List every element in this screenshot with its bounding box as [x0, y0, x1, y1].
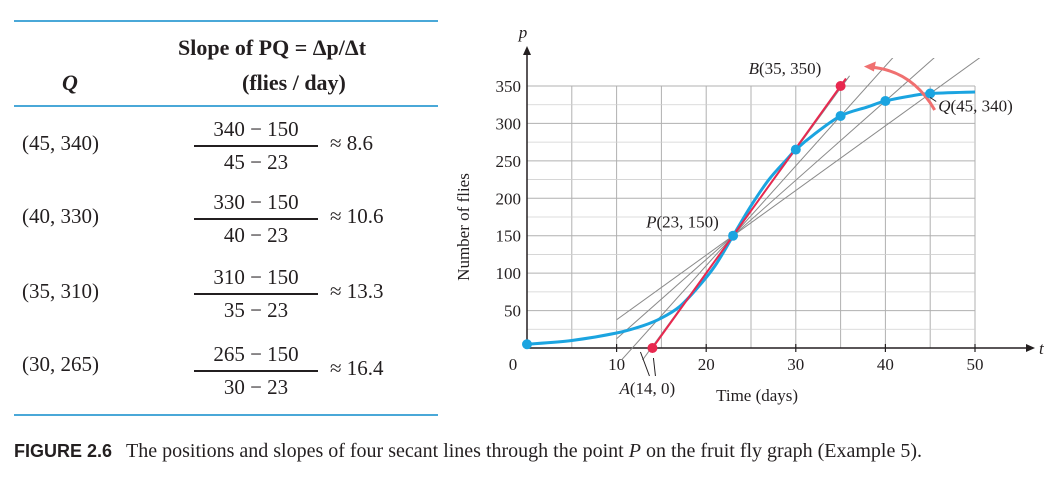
- data-point: [835, 110, 846, 121]
- fraction-bar: [194, 370, 318, 372]
- x-tick-label: 40: [877, 355, 894, 374]
- fraction-bar: [194, 218, 318, 220]
- table-top-rule: [14, 20, 438, 22]
- fraction-denominator: 35 − 23: [223, 297, 289, 322]
- data-point: [647, 343, 658, 353]
- point-label: P(23, 150): [645, 213, 719, 232]
- y-tick-label: 150: [496, 227, 522, 246]
- row-q-point: (35, 310): [22, 279, 99, 303]
- point-label-coords: (23, 150): [656, 213, 718, 232]
- label-leader-q: [929, 97, 937, 102]
- caption-point: P: [628, 440, 641, 462]
- point-label-letter: A: [618, 379, 630, 398]
- fraction-numerator: 310 − 150: [213, 265, 299, 289]
- x-axis-label: Time (days): [716, 386, 798, 405]
- slope-approx-value: ≈ 8.6: [330, 131, 374, 155]
- secant-line: [616, 58, 981, 321]
- label-leader-a: [639, 351, 650, 377]
- fraction-denominator: 30 − 23: [223, 374, 289, 399]
- slope-fraction: 265 − 150 30 − 23: [190, 341, 322, 401]
- row-q-point: (40, 330): [22, 204, 99, 228]
- y-tick-label: 200: [496, 189, 522, 208]
- y-tick-label: 350: [496, 77, 522, 96]
- secant-line: [616, 58, 935, 340]
- rotation-arrow: [871, 65, 936, 111]
- table-header-rule: [14, 105, 438, 107]
- point-label-letter: P: [645, 213, 656, 232]
- slope-approx-value: ≈ 16.4: [330, 356, 384, 380]
- data-point: [522, 339, 532, 350]
- slope-approx-value: ≈ 13.3: [330, 279, 384, 303]
- point-label: Q(45, 340): [938, 96, 1013, 115]
- fruit-fly-chart: 10 20 30 40 50 50 100 150 200 250 300 350 0 t p Time (d…: [454, 23, 1045, 405]
- row-q-point: (30, 265): [22, 352, 99, 376]
- y-tick-label: 300: [496, 114, 522, 133]
- col-slope-header-line1: Slope of PQ = Δp/Δt: [178, 35, 367, 60]
- fraction-bar: [194, 145, 318, 147]
- figure-label: FIGURE 2.6: [14, 441, 113, 461]
- data-point: [880, 95, 891, 106]
- rotation-arrowhead: [863, 61, 876, 72]
- x-axis-variable: t: [1039, 339, 1045, 358]
- fraction-bar: [194, 293, 318, 295]
- data-point: [790, 144, 801, 155]
- x-axis-arrow: [1026, 344, 1035, 352]
- fraction-numerator: 340 − 150: [213, 117, 299, 141]
- y-axis-variable: p: [518, 23, 528, 42]
- x-tick-label: 30: [787, 355, 804, 374]
- label-leader-a2: [652, 357, 656, 377]
- slope-fraction: 310 − 150 35 − 23: [190, 264, 322, 324]
- y-axis-label: Number of flies: [454, 173, 473, 281]
- caption-text-before: The positions and slopes of four secant …: [126, 440, 629, 462]
- fraction-numerator: 265 − 150: [213, 342, 299, 366]
- y-tick-label: 100: [496, 264, 522, 283]
- point-label-letter: B: [749, 59, 760, 78]
- point-label-coords: (14, 0): [630, 379, 675, 398]
- point-label-letter: Q: [938, 96, 950, 115]
- figure-caption: FIGURE 2.6 The positions and slopes of fo…: [14, 440, 922, 463]
- slope-approx-value: ≈ 10.6: [330, 204, 384, 228]
- table-bottom-rule: [14, 414, 438, 416]
- caption-text-after: on the fruit fly graph (Example 5).: [640, 440, 922, 462]
- col-slope-header-line2: (flies / day): [242, 70, 346, 95]
- data-point: [925, 88, 936, 99]
- point-label-coords: (45, 340): [950, 96, 1012, 115]
- row-q-point: (45, 340): [22, 131, 99, 155]
- x-tick-label: 20: [698, 355, 715, 374]
- y-axis-arrow: [523, 46, 531, 55]
- y-tick-label: 250: [496, 152, 522, 171]
- secant-line: [620, 58, 894, 360]
- data-point: [728, 230, 739, 241]
- point-label: B(35, 350): [749, 59, 822, 78]
- tangent-line: [648, 77, 847, 353]
- data-point: [835, 81, 846, 91]
- point-label: A(14, 0): [618, 379, 675, 398]
- fraction-denominator: 40 − 23: [223, 222, 289, 247]
- col-q-header: Q: [62, 70, 78, 95]
- point-label-coords: (35, 350): [759, 59, 821, 78]
- slope-fraction: 340 − 150 45 − 23: [190, 116, 322, 176]
- fraction-numerator: 330 − 150: [213, 190, 299, 214]
- slope-fraction: 330 − 150 40 − 23: [190, 189, 322, 249]
- fraction-denominator: 45 − 23: [223, 149, 289, 174]
- origin-label: 0: [509, 355, 518, 374]
- y-tick-label: 50: [504, 302, 521, 321]
- x-tick-label: 10: [608, 355, 625, 374]
- x-tick-label: 50: [967, 355, 984, 374]
- slope-table: Q Slope of PQ = Δp/Δt (flies / day) (45,…: [0, 0, 450, 430]
